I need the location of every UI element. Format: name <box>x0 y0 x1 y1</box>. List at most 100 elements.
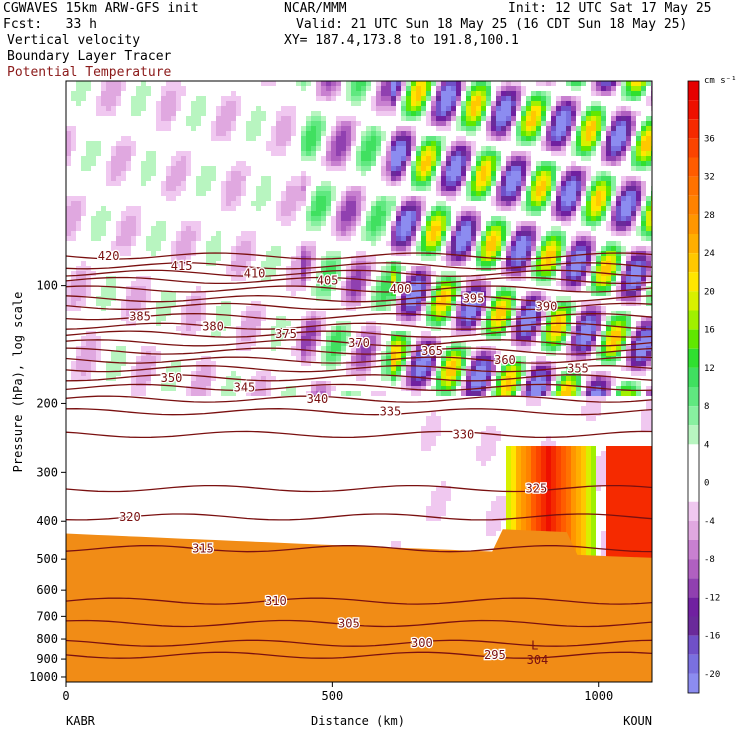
theta-contour <box>66 269 652 277</box>
y-tick-label: 1000 <box>29 670 58 684</box>
theta-contour <box>66 330 652 338</box>
theta-contour <box>66 347 652 355</box>
y-tick-label: 200 <box>36 396 58 410</box>
theta-contour <box>66 356 652 364</box>
theta-contour <box>66 651 652 659</box>
theta-contour-label: 410 <box>244 266 266 280</box>
colorbar-tick-label: -8 <box>704 555 715 565</box>
theta-contour-label: 295 <box>484 648 506 662</box>
theta-contour-label: 310 <box>265 594 287 608</box>
theta-contour <box>66 383 652 392</box>
colorbar-bin <box>688 291 699 311</box>
cross-section-endpoints: XY= 187.4,173.8 to 191.8,100.1 <box>284 33 519 48</box>
theta-contour-label: 300 <box>411 636 433 650</box>
theta-contour <box>66 339 652 347</box>
y-tick-label: 600 <box>36 583 58 597</box>
theta-contour <box>66 545 652 553</box>
colorbar: 36 32 28 24 20 16 12 8 4 0 -4 -8 -12 -16 -20 <box>687 80 720 694</box>
theta-contour <box>66 408 652 416</box>
theta-contour-label: 390 <box>536 299 558 313</box>
theta-contour <box>66 252 652 260</box>
colorbar-bin <box>688 597 699 617</box>
colorbar-bin <box>688 329 699 349</box>
annotation: L <box>531 638 538 652</box>
colorbar-bin <box>688 119 699 139</box>
theta-contour <box>66 312 652 321</box>
field-vertical-velocity: Vertical velocity <box>7 33 141 48</box>
plot-frame <box>65 80 653 683</box>
theta-contour-label: 415 <box>171 259 193 273</box>
theta-contour <box>66 374 652 382</box>
colorbar-bin <box>688 100 699 120</box>
theta-contour-label: 335 <box>380 405 402 419</box>
field-boundary-layer-tracer: Boundary Layer Tracer <box>7 49 172 64</box>
y-tick-label: 400 <box>36 514 58 528</box>
colorbar-tick-label: -16 <box>704 632 720 642</box>
y-axis-label: Pressure (hPa), log scale <box>11 292 25 473</box>
theta-contour-label: 350 <box>161 371 183 385</box>
theta-contour-label: 330 <box>453 427 475 441</box>
theta-contour <box>66 395 652 403</box>
theta-contour-label: 305 <box>338 616 360 630</box>
colorbar-tick-label: 12 <box>704 364 715 374</box>
field-potential-temperature: Potential Temperature <box>7 65 172 80</box>
theta-contour-label: 360 <box>494 353 516 367</box>
annotation: 304 <box>527 653 549 667</box>
colorbar-frame <box>687 80 700 694</box>
colorbar-tick-label: 16 <box>704 326 715 336</box>
theta-contour <box>66 322 652 330</box>
colorbar-tick-label: 0 <box>704 479 709 489</box>
colorbar-bin <box>688 176 699 196</box>
theta-contour-label: 420 <box>98 249 120 263</box>
colorbar-tick-label: 20 <box>704 287 715 297</box>
theta-contour-label: 380 <box>202 319 224 333</box>
colorbar-bin <box>688 81 699 101</box>
colorbar-bin <box>688 463 699 502</box>
colorbar-bin <box>688 616 699 636</box>
colorbar-bin <box>688 195 699 215</box>
colorbar-bin <box>688 272 699 292</box>
theta-contour-label: 325 <box>526 482 548 496</box>
x-tick-label: 1000 <box>584 689 613 703</box>
colorbar-unit: cm s⁻¹ <box>704 76 737 86</box>
theta-contour <box>66 513 652 521</box>
init-time: Init: 12 UTC Sat 17 May 25 <box>508 1 712 16</box>
theta-contour-label: 355 <box>567 362 589 376</box>
colorbar-bin <box>688 387 699 407</box>
y-tick-label: 300 <box>36 465 58 479</box>
theta-contour <box>66 295 652 303</box>
colorbar-tick-label: 24 <box>704 249 715 259</box>
colorbar-tick-label: -4 <box>704 517 715 527</box>
colorbar-tick-label: 4 <box>704 440 709 450</box>
plot-area: 420 415 410 405 400 395 390 385 380 375 370 365 360 3… <box>66 81 652 682</box>
colorbar-bin <box>688 673 699 693</box>
colorbar-bin <box>688 540 699 560</box>
theta-contour-label: 400 <box>390 282 412 296</box>
colorbar-tick-label: 36 <box>704 134 715 144</box>
colorbar-bin <box>688 367 699 387</box>
boundary-layer-tracer <box>66 529 652 682</box>
colorbar-bin <box>688 444 699 464</box>
y-tick-label: 900 <box>36 652 58 666</box>
theta-contour-label: 315 <box>192 542 214 556</box>
y-tick-label: 700 <box>36 609 58 623</box>
colorbar-tick-label: -20 <box>704 670 720 680</box>
colorbar-bin <box>688 234 699 254</box>
model-title: CGWAVES 15km ARW-GFS init <box>3 1 199 16</box>
colorbar-bin <box>688 578 699 598</box>
colorbar-bin <box>688 635 699 655</box>
x-tick-label: 0 <box>62 689 69 703</box>
colorbar-bin <box>688 406 699 426</box>
valid-time: Valid: 21 UTC Sun 18 May 25 (16 CDT Sun … <box>296 17 688 32</box>
theta-contour-label: 370 <box>348 336 370 350</box>
colorbar-bin <box>688 520 699 540</box>
y-tick-label: 800 <box>36 632 58 646</box>
colorbar-bin <box>688 425 699 445</box>
colorbar-tick-label: 32 <box>704 173 715 183</box>
theta-contour-label: 340 <box>307 392 329 406</box>
theta-contour <box>66 430 652 439</box>
theta-contour <box>66 639 652 647</box>
colorbar-tick-label: 8 <box>704 402 709 412</box>
colorbar-tick-label: -12 <box>704 593 720 603</box>
